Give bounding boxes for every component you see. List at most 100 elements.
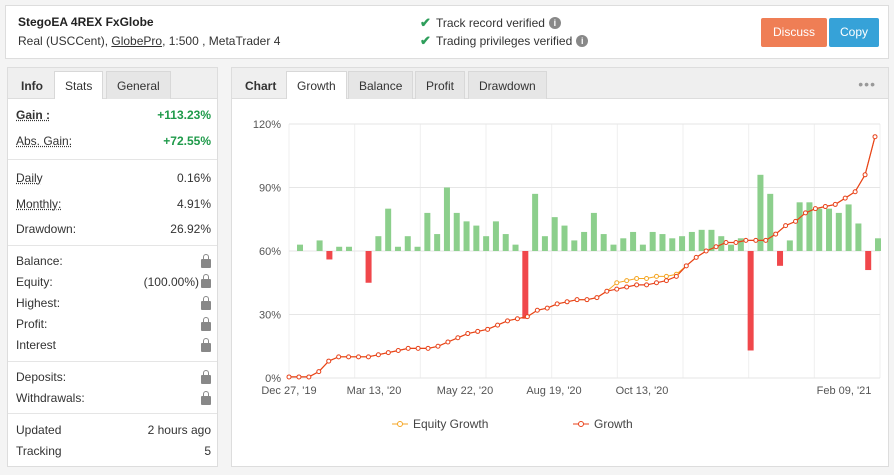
growth-point <box>574 297 580 303</box>
account-info: Real (USCCent), GlobePro, 1:500 , MetaTr… <box>18 34 280 48</box>
stat-daily: Daily 0.16% <box>16 168 211 188</box>
profit-bar <box>757 174 764 251</box>
account-details: , 1:500 , MetaTrader 4 <box>162 34 281 48</box>
tab-general[interactable]: General <box>106 71 171 99</box>
profit-bar <box>639 244 646 251</box>
tab-balance[interactable]: Balance <box>348 71 414 99</box>
growth-point <box>832 201 838 207</box>
track-record-label: Track record verified <box>436 16 545 30</box>
growth-point <box>644 282 650 288</box>
stat-label: Withdrawals: <box>16 391 85 405</box>
growth-point <box>783 223 789 229</box>
legend-equity-label: Equity Growth <box>413 417 488 431</box>
tab-stats[interactable]: Stats <box>54 71 104 99</box>
growth-point <box>604 288 610 294</box>
copy-button[interactable]: Copy <box>829 18 879 47</box>
growth-point <box>822 204 828 210</box>
growth-point <box>663 278 669 284</box>
tab-chart[interactable]: Chart <box>245 79 277 93</box>
stat-label: Interest <box>16 338 57 352</box>
equity-point <box>644 276 650 282</box>
profit-bar <box>659 234 666 251</box>
profit-bar <box>443 187 450 251</box>
growth-point <box>862 172 868 178</box>
stat-label[interactable]: Daily <box>16 171 43 185</box>
growth-point <box>733 240 739 246</box>
growth-point <box>723 240 729 246</box>
stat-value: +113.23% <box>157 108 211 122</box>
tab-growth[interactable]: Growth <box>286 71 347 99</box>
stat-label[interactable]: Monthly: <box>16 197 62 211</box>
stat-label[interactable]: Gain : <box>16 108 51 122</box>
more-options-icon[interactable]: ••• <box>858 76 876 92</box>
growth-point <box>445 339 451 345</box>
profit-bar <box>581 231 588 251</box>
stat-withdrawals: Withdrawals: <box>16 388 211 408</box>
legend-growth-marker <box>578 421 584 427</box>
profit-bar <box>816 208 823 251</box>
broker-link[interactable]: GlobePro <box>111 34 163 48</box>
profit-bar <box>630 231 637 251</box>
stat-label[interactable]: Abs. Gain: <box>16 134 73 148</box>
profit-bar <box>394 246 401 251</box>
profit-bar <box>826 208 833 251</box>
stat-label: Equity: <box>16 275 53 289</box>
profit-bar <box>463 221 470 251</box>
profit-bar <box>336 246 343 251</box>
growth-point <box>793 218 799 224</box>
growth-point <box>554 301 560 307</box>
growth-point <box>584 297 590 303</box>
stat-label: Profit: <box>16 317 48 331</box>
profit-bar <box>747 251 754 351</box>
x-tick-label: Oct 13, '20 <box>616 385 669 397</box>
tab-info[interactable]: Info <box>21 79 43 93</box>
account-type: Real (USCCent), <box>18 34 109 48</box>
x-tick-label: Dec 27, '19 <box>261 385 316 397</box>
lock-icon <box>201 390 211 405</box>
growth-point <box>385 350 391 356</box>
equity-point <box>614 280 620 286</box>
tab-profit[interactable]: Profit <box>415 71 466 99</box>
growth-point <box>524 314 530 320</box>
growth-point <box>743 237 749 243</box>
profit-bar <box>796 202 803 251</box>
growth-point <box>415 345 421 351</box>
growth-point <box>594 295 600 301</box>
stat-deposits: Deposits: <box>16 367 211 387</box>
profit-bar <box>512 244 519 251</box>
info-icon[interactable]: i <box>548 17 561 29</box>
stat-interest: Interest <box>16 335 211 355</box>
growth-point <box>405 345 411 351</box>
profit-bar <box>600 234 607 251</box>
tab-drawdown[interactable]: Drawdown <box>468 71 547 99</box>
profit-bar <box>326 251 333 260</box>
y-tick-label: 30% <box>259 310 281 322</box>
profit-bar <box>649 231 656 251</box>
lock-icon <box>201 369 211 384</box>
growth-point <box>465 331 471 337</box>
growth-point <box>514 316 520 322</box>
profit-bar <box>434 234 441 251</box>
growth-point <box>356 354 362 360</box>
profit-bar <box>502 234 509 251</box>
profit-bar <box>679 236 686 251</box>
stat-monthly: Monthly: 4.91% <box>16 194 211 214</box>
chart-panel: Chart Growth Balance Profit Drawdown •••… <box>231 67 889 467</box>
legend-growth-label: Growth <box>594 417 633 431</box>
growth-point <box>346 354 352 360</box>
stat-label: Updated <box>16 423 62 437</box>
profit-bar <box>365 251 372 283</box>
profit-bar <box>777 251 784 266</box>
growth-point <box>296 374 302 380</box>
growth-point <box>872 134 878 140</box>
stat-label: Tracking <box>16 444 62 458</box>
info-icon[interactable]: i <box>576 35 589 47</box>
equity-point <box>663 273 669 279</box>
growth-point <box>425 345 431 351</box>
y-tick-label: 60% <box>259 246 281 258</box>
profit-bar <box>541 236 548 251</box>
discuss-button[interactable]: Discuss <box>761 18 827 47</box>
profit-bar <box>806 202 813 251</box>
profit-bar <box>483 236 490 251</box>
trading-privileges-verified: ✔ Trading privileges verified i <box>420 33 589 49</box>
